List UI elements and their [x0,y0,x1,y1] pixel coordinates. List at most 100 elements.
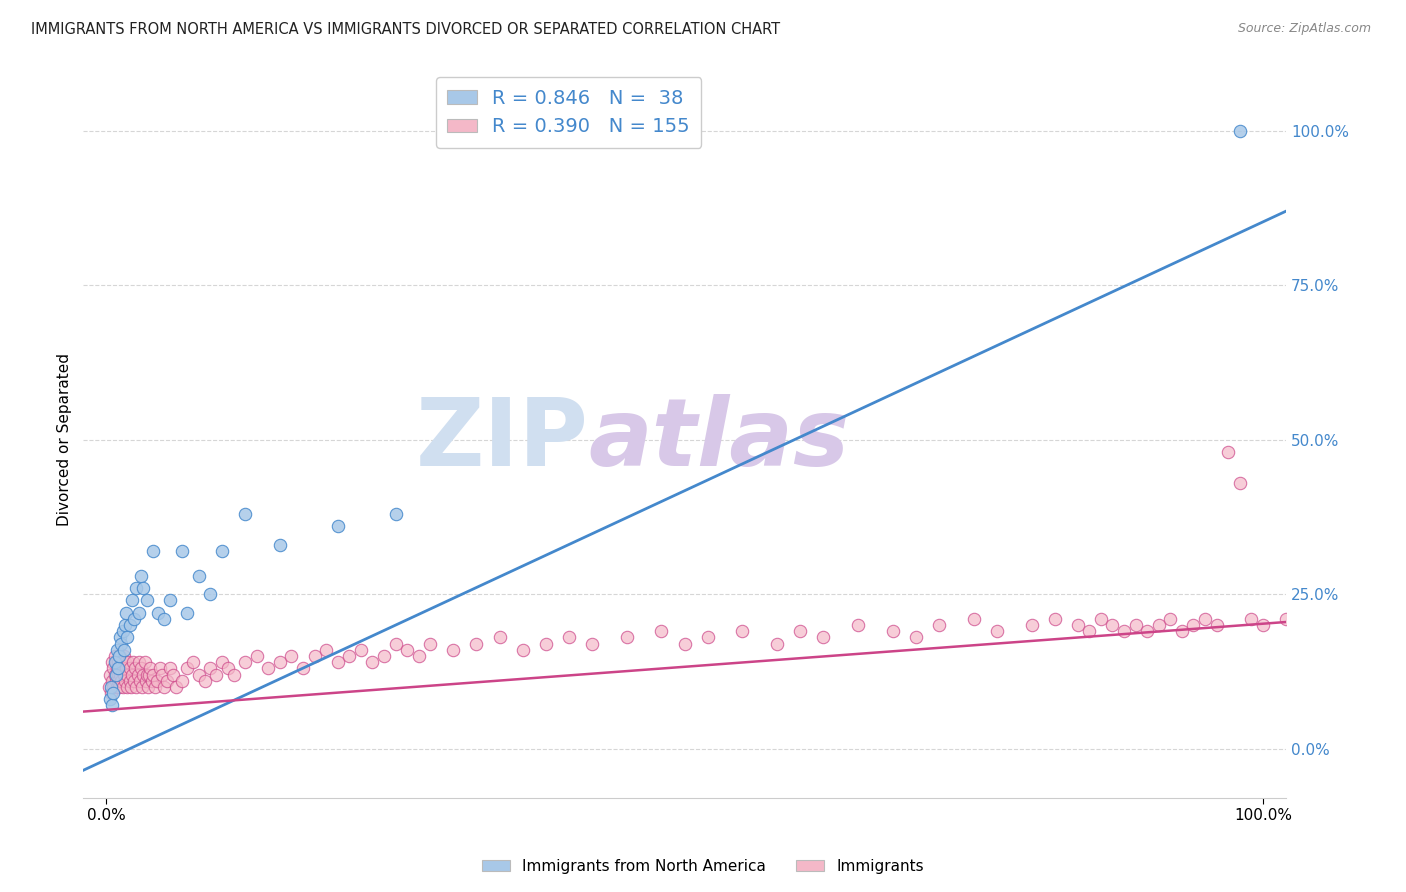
Point [246,648,269,663]
Point [142,544,165,558]
Point [118,661,141,675]
Point [846,618,869,632]
Point [1391,624,1406,639]
Point [162,667,184,681]
Legend: Immigrants from North America, Immigrants: Immigrants from North America, Immigrant… [477,853,929,880]
Point [103,648,125,663]
Point [150,667,173,681]
Point [1229,475,1251,490]
Point [326,655,349,669]
Point [1367,618,1389,632]
Point [155,673,177,688]
Point [766,637,789,651]
Point [115,667,138,681]
Point [103,680,125,694]
Point [105,642,128,657]
Text: IMMIGRANTS FROM NORTH AMERICA VS IMMIGRANTS DIVORCED OR SEPARATED CORRELATION CH: IMMIGRANTS FROM NORTH AMERICA VS IMMIGRA… [31,22,780,37]
Point [104,673,127,688]
Point [200,587,222,601]
Point [187,667,209,681]
Point [176,661,198,675]
Point [135,673,157,688]
Point [139,661,162,675]
Point [882,624,904,639]
Point [326,519,349,533]
Point [696,631,718,645]
Point [361,655,384,669]
Point [187,568,209,582]
Point [581,637,603,651]
Point [125,680,148,694]
Point [101,673,124,688]
Point [118,673,141,688]
Point [98,667,121,681]
Point [170,544,193,558]
Point [269,538,291,552]
Point [1067,618,1090,632]
Point [211,655,233,669]
Legend: R = 0.846   N =  38, R = 0.390   N = 155: R = 0.846 N = 38, R = 0.390 N = 155 [436,77,702,148]
Point [337,648,360,663]
Text: ZIP: ZIP [416,393,589,486]
Point [121,593,143,607]
Point [928,618,950,632]
Point [512,642,534,657]
Point [107,655,129,669]
Point [111,680,134,694]
Point [112,667,135,681]
Point [149,661,172,675]
Point [110,673,132,688]
Point [1205,618,1227,632]
Point [120,680,142,694]
Point [1298,618,1320,632]
Point [110,648,132,663]
Point [813,631,835,645]
Point [789,624,811,639]
Point [1125,618,1147,632]
Point [118,618,141,632]
Point [153,680,176,694]
Point [1171,624,1194,639]
Point [1101,618,1123,632]
Point [104,655,127,669]
Point [115,680,138,694]
Point [115,661,138,675]
Point [107,667,129,681]
Point [488,631,510,645]
Point [108,661,131,675]
Point [138,667,160,681]
Point [110,631,132,645]
Point [122,673,145,688]
Point [98,692,121,706]
Point [104,667,127,681]
Point [211,544,233,558]
Point [132,667,155,681]
Point [165,680,187,694]
Point [114,618,136,632]
Point [141,673,163,688]
Point [134,655,156,669]
Point [100,686,122,700]
Point [111,624,134,639]
Point [200,661,222,675]
Point [110,655,132,669]
Point [103,655,125,669]
Point [110,667,132,681]
Point [1021,618,1043,632]
Point [136,680,159,694]
Point [112,648,135,663]
Point [110,637,132,651]
Point [131,680,153,694]
Point [534,637,557,651]
Point [127,667,149,681]
Point [121,667,143,681]
Point [292,661,315,675]
Point [963,612,986,626]
Point [1136,624,1159,639]
Point [731,624,754,639]
Point [124,661,146,675]
Point [1194,612,1216,626]
Point [441,642,464,657]
Point [135,593,157,607]
Point [986,624,1008,639]
